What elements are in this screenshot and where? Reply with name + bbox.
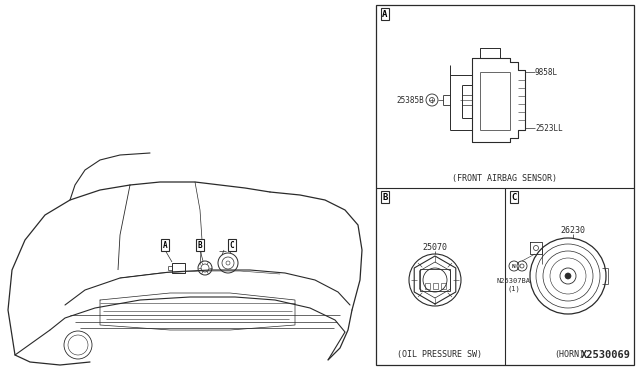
Bar xyxy=(376,5,634,365)
Text: A: A xyxy=(163,241,167,250)
Text: 2523LL: 2523LL xyxy=(535,124,563,132)
Circle shape xyxy=(565,273,571,279)
Text: 26230: 26230 xyxy=(561,225,586,234)
Text: N25307BA
(1): N25307BA (1) xyxy=(497,278,531,292)
Text: 25385B: 25385B xyxy=(396,96,424,105)
Text: 25070: 25070 xyxy=(422,243,447,251)
Text: X2530069: X2530069 xyxy=(581,350,631,360)
Text: (FRONT AIRBAG SENSOR): (FRONT AIRBAG SENSOR) xyxy=(452,173,557,183)
Bar xyxy=(420,269,450,291)
Bar xyxy=(172,263,185,273)
Text: B: B xyxy=(382,192,388,202)
Text: C: C xyxy=(230,241,234,250)
Text: 9858L: 9858L xyxy=(535,67,558,77)
Text: C: C xyxy=(511,192,516,202)
Bar xyxy=(433,283,438,289)
Text: A: A xyxy=(382,10,388,19)
Text: (OIL PRESSURE SW): (OIL PRESSURE SW) xyxy=(397,350,483,359)
Bar xyxy=(425,283,430,289)
Bar xyxy=(441,283,446,289)
Text: B: B xyxy=(198,241,202,250)
Text: N: N xyxy=(512,263,516,269)
Text: (HORN): (HORN) xyxy=(554,350,584,359)
